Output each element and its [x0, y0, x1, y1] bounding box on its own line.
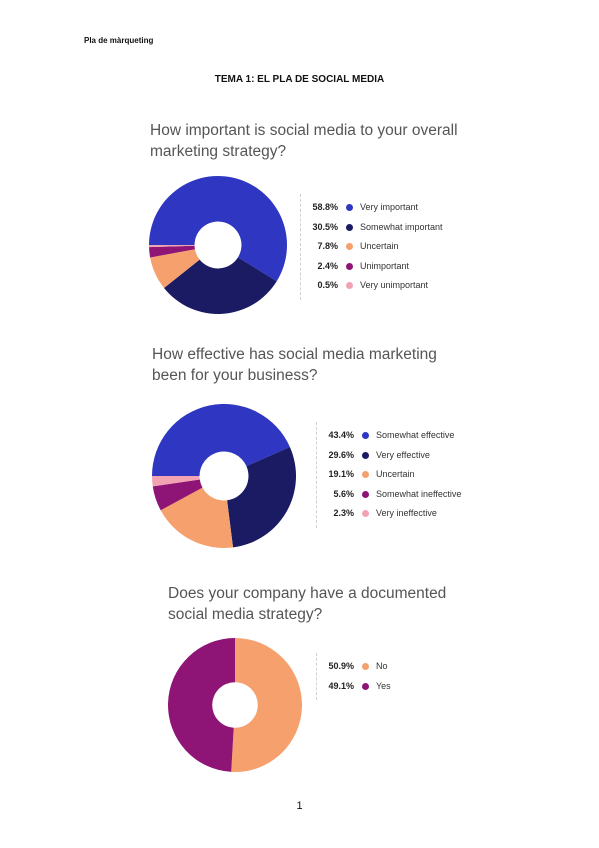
legend-value: 0.5% — [317, 280, 338, 290]
legend-value: 2.4% — [317, 260, 338, 271]
legend-value: 7.8% — [317, 241, 338, 251]
legend-label: Uncertain — [360, 241, 399, 251]
donut-chart — [149, 175, 287, 314]
legend-color-dot — [362, 451, 369, 459]
legend-value: 29.6% — [328, 449, 354, 460]
donut-slice-very-important — [149, 175, 287, 282]
legend-label: Unimportant — [360, 260, 410, 271]
section-title: TEMA 1: EL PLA DE SOCIAL MEDIA — [214, 74, 385, 85]
legend-value: 49.1% — [328, 680, 354, 691]
legend-label: Yes — [376, 680, 391, 691]
legend-value: 50.9% — [328, 661, 354, 671]
page-number: 1 — [296, 800, 303, 812]
donut-slice-very-unimportant — [149, 245, 195, 248]
legend-value: 19.1% — [328, 469, 354, 479]
legend-label: Very unimportant — [360, 280, 429, 290]
legend-label: Very ineffective — [376, 508, 437, 518]
legend-divider — [316, 422, 317, 528]
legend-color-dot — [362, 490, 369, 498]
legend-label: Very effective — [376, 449, 430, 460]
chart-title: How important is social media to your ov… — [150, 122, 458, 160]
legend-label: Somewhat important — [360, 221, 443, 232]
chart-title: How effective has social media marketing… — [152, 346, 437, 384]
donut-slice-somewhat-important — [164, 257, 277, 314]
legend-value: 30.5% — [312, 221, 338, 232]
donut-chart — [168, 638, 303, 772]
legend-label: No — [376, 661, 388, 671]
donut-slice-yes — [168, 638, 235, 772]
donut-slice-somewhat-effective — [152, 403, 290, 476]
chart-title: Does your company have a documented soci… — [168, 585, 447, 623]
doc-header-label: Pla de màrqueting — [84, 36, 154, 45]
legend-value: 5.6% — [333, 488, 354, 499]
legend-label: Very important — [360, 202, 419, 212]
chart-documented-strategy: Does your company have a documented soci… — [0, 583, 599, 783]
chart-effectiveness: How effective has social media marketing… — [0, 344, 599, 554]
legend-color-dot — [346, 243, 353, 250]
legend-color-dot — [346, 204, 353, 211]
donut-slice-somewhat-ineffective — [152, 479, 203, 511]
legend-color-dot — [346, 223, 353, 231]
legend-label: Somewhat ineffective — [376, 488, 462, 499]
donut-slice-very-effective — [227, 446, 296, 548]
chart-importance: How important is social media to your ov… — [0, 120, 599, 320]
legend-color-dot — [346, 262, 353, 270]
legend-label: Somewhat effective — [376, 430, 455, 440]
legend-divider — [316, 653, 317, 700]
legend-color-dot — [362, 682, 369, 690]
legend-value: 58.8% — [312, 202, 338, 212]
legend-color-dot — [362, 663, 369, 670]
legend-color-dot — [346, 282, 353, 289]
legend-label: Uncertain — [376, 469, 415, 479]
legend-value: 43.4% — [328, 430, 354, 440]
legend-divider — [300, 194, 301, 300]
donut-slice-unimportant — [149, 245, 195, 258]
legend-color-dot — [362, 432, 369, 439]
legend-color-dot — [362, 510, 369, 517]
donut-slice-very-ineffective — [152, 476, 200, 487]
legend-color-dot — [362, 471, 369, 478]
donut-slice-uncertain — [160, 487, 234, 548]
donut-slice-no — [231, 638, 303, 772]
legend-value: 2.3% — [333, 508, 354, 518]
donut-slice-uncertain — [150, 249, 200, 288]
donut-chart — [152, 403, 296, 548]
